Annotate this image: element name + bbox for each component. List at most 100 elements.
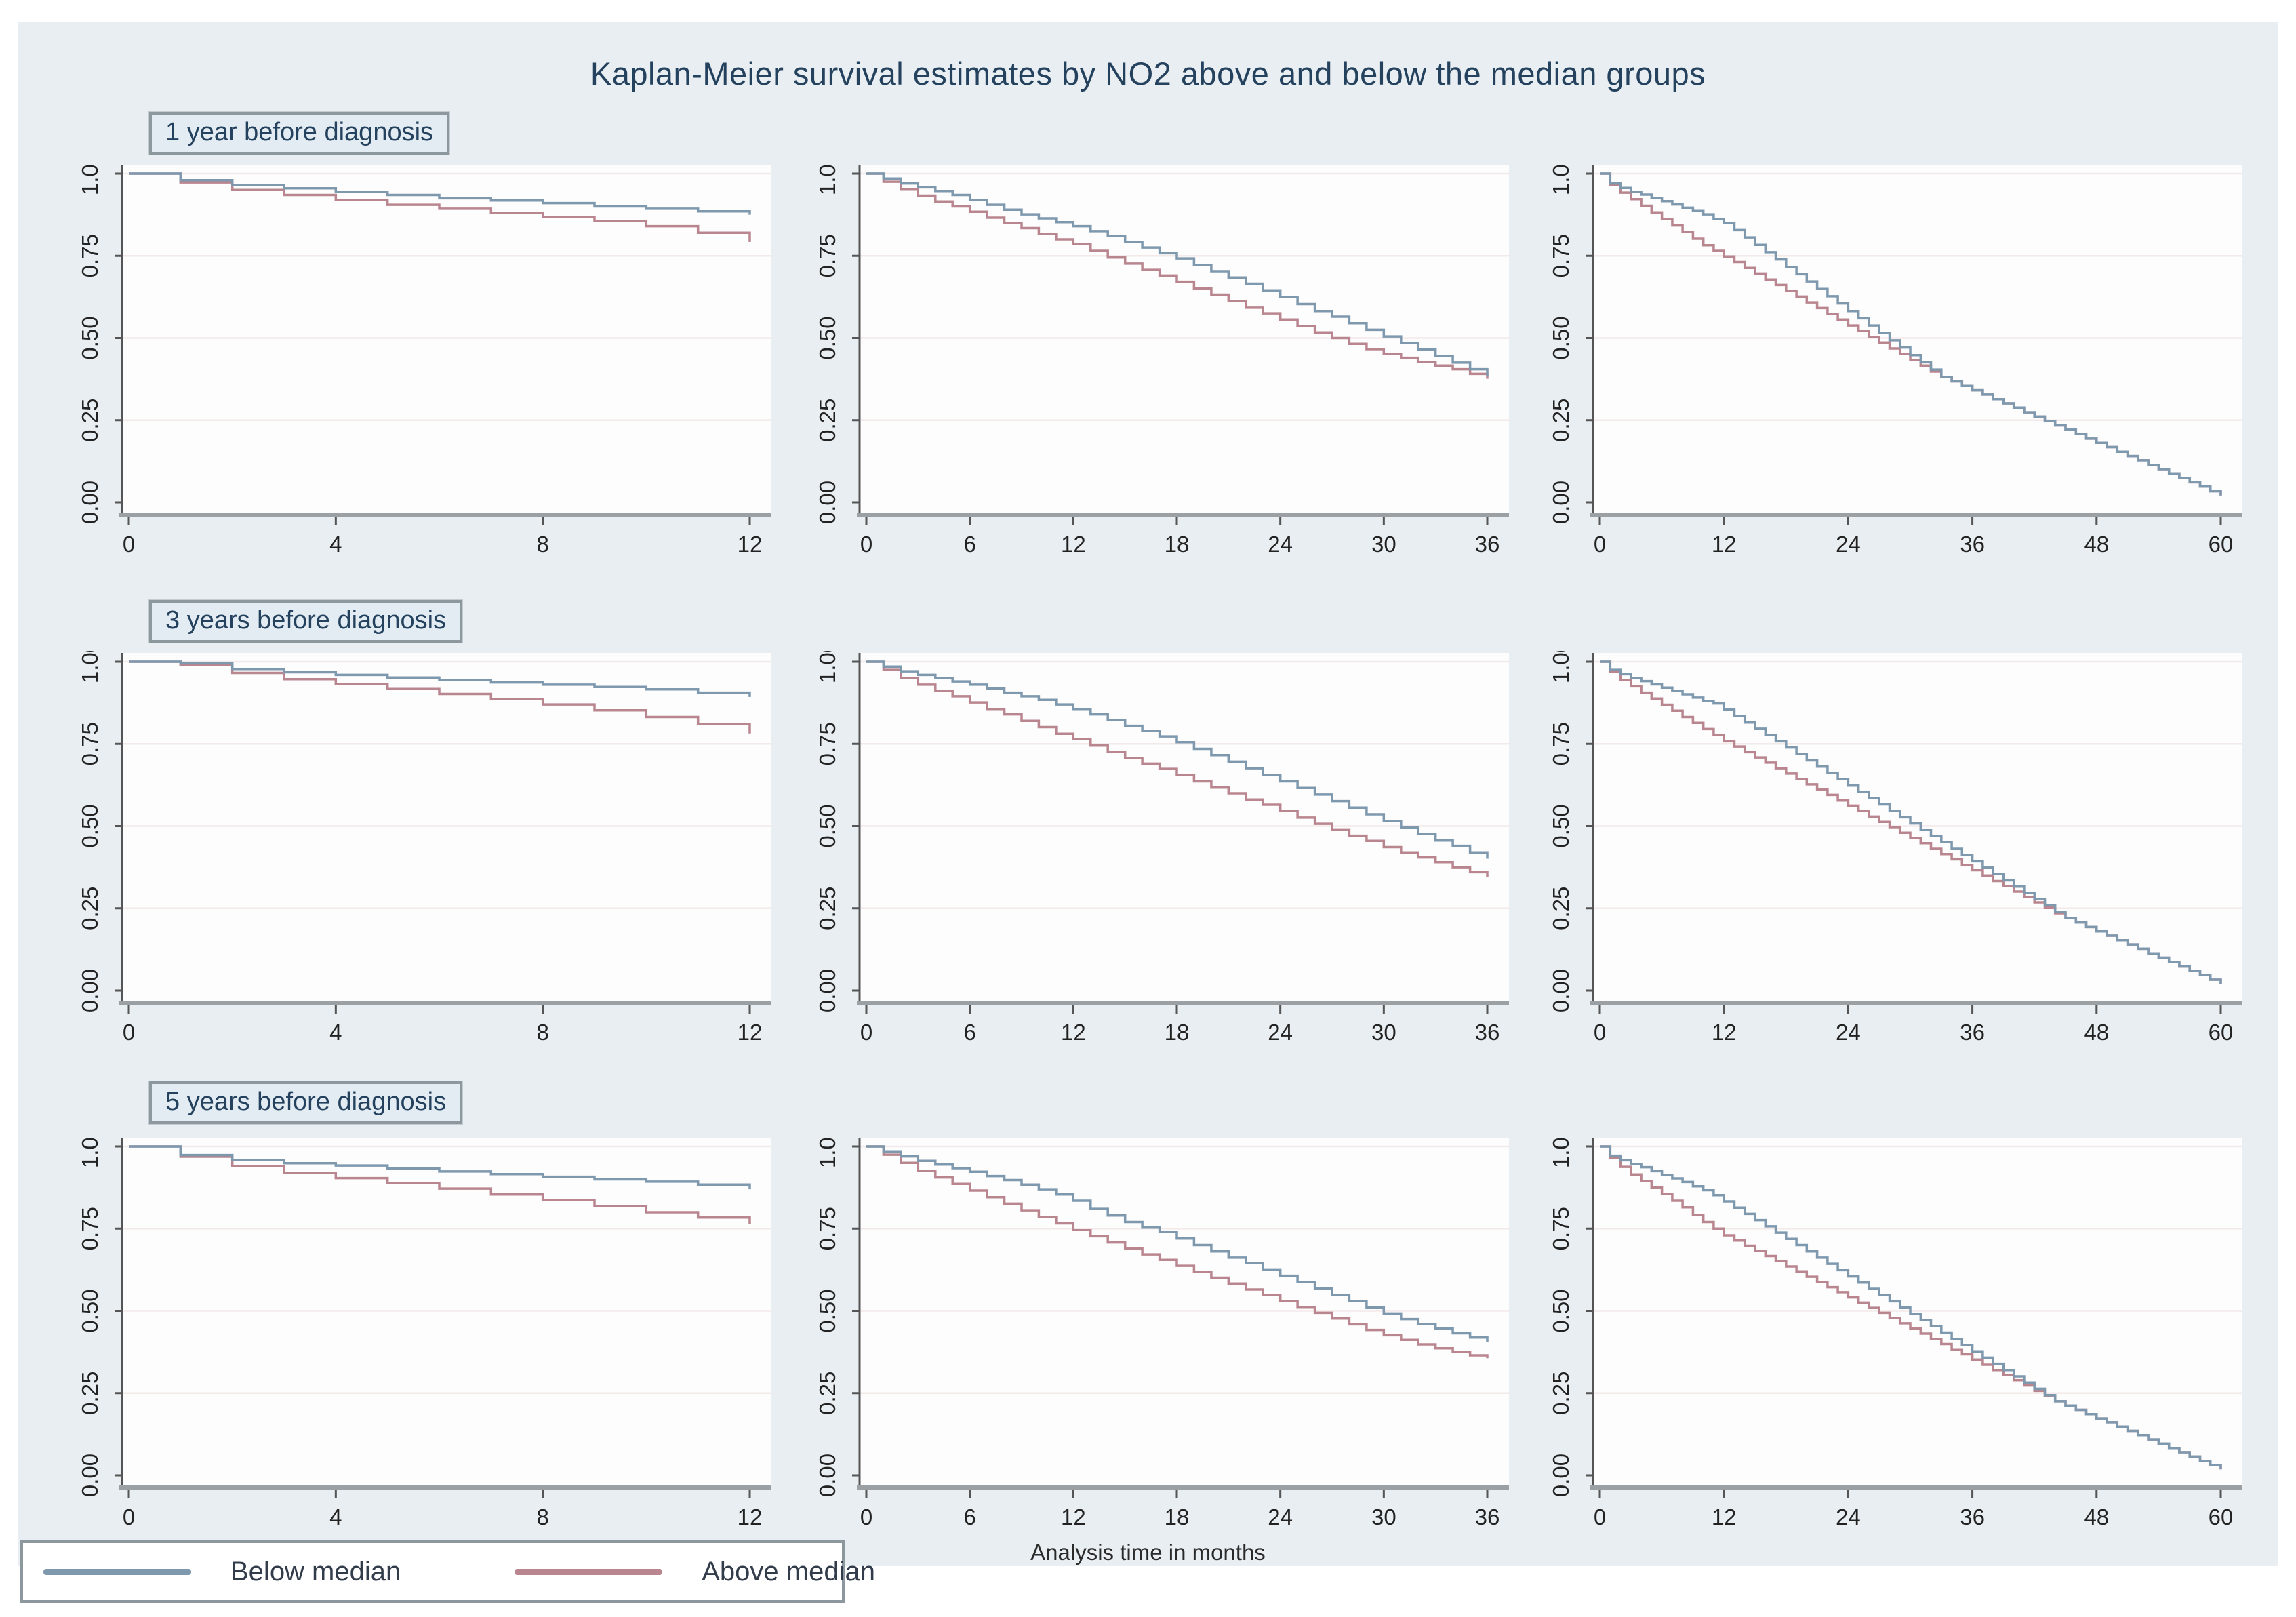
km-panel-svg: 0.00 0.25 0.50 0.75 1.00 0 6 12 18 24 30 36 [815, 152, 1509, 557]
km-panel-row3-col2: 0.00 0.25 0.50 0.75 1.00 0 6 12 18 24 30 36 [797, 1125, 1516, 1554]
km-panel-svg: 0.00 0.25 0.50 0.75 1.00 0 6 12 18 24 30 36 [815, 640, 1509, 1045]
x-tick-label: 60 [2209, 532, 2234, 557]
above-median-curve [866, 1145, 1489, 1359]
above-median-curve [129, 1145, 751, 1224]
x-tick-label: 0 [123, 532, 135, 557]
x-tick-label: 12 [1061, 532, 1086, 557]
y-tick-label: 0.50 [815, 1289, 840, 1332]
y-tick-label: 0.50 [1548, 316, 1573, 359]
below-median-curve [866, 660, 1489, 859]
y-tick-label: 1.00 [1548, 651, 1573, 683]
y-tick-label: 1.00 [1548, 163, 1573, 195]
below-median-curve [1600, 1145, 2222, 1470]
y-tick-label: 0.75 [77, 234, 102, 277]
x-tick-label: 0 [1594, 1504, 1606, 1530]
x-tick-label: 24 [1268, 532, 1293, 557]
x-tick-label: 12 [738, 532, 763, 557]
km-panel-row1-col1: 0.00 0.25 0.50 0.75 1.00 0 4 8 12 [60, 152, 778, 581]
x-tick-label: 18 [1165, 1504, 1190, 1530]
km-panel-svg: 0.00 0.25 0.50 0.75 1.00 0 6 12 18 24 30 36 [815, 1125, 1509, 1530]
km-panel-svg: 0.00 0.25 0.50 0.75 1.00 0 12 24 36 48 60 [1548, 152, 2242, 557]
y-tick-label: 0.50 [77, 804, 102, 847]
row-label: 3 years before diagnosis [149, 600, 463, 643]
plot-area [122, 165, 771, 515]
y-tick-label: 0.00 [77, 481, 102, 524]
km-panel-svg: 0.00 0.25 0.50 0.75 1.00 0 4 8 12 [77, 640, 771, 1045]
x-tick-label: 12 [1712, 1504, 1737, 1530]
y-tick-label: 0.75 [1548, 722, 1573, 765]
x-tick-label: 24 [1268, 1020, 1293, 1045]
km-figure: Kaplan-Meier survival estimates by NO2 a… [18, 22, 2278, 1603]
plot-area [1593, 653, 2242, 1003]
x-tick-label: 12 [1712, 532, 1737, 557]
x-tick-label: 4 [329, 1504, 342, 1530]
below-median-curve [129, 660, 751, 697]
x-tick-label: 24 [1836, 1504, 1861, 1530]
x-tick-label: 12 [1061, 1020, 1086, 1045]
plot-area [122, 653, 771, 1003]
y-tick-label: 0.00 [1548, 969, 1573, 1012]
y-tick-label: 0.50 [815, 316, 840, 359]
y-tick-label: 0.75 [815, 1207, 840, 1250]
y-tick-label: 1.00 [77, 1136, 102, 1168]
plot-area [122, 1138, 771, 1488]
x-tick-label: 8 [536, 532, 548, 557]
y-tick-label: 0.50 [1548, 804, 1573, 847]
x-tick-label: 36 [1960, 532, 1985, 557]
above-median-curve [129, 172, 751, 242]
y-tick-label: 0.50 [77, 1289, 102, 1332]
km-panel-svg: 0.00 0.25 0.50 0.75 1.00 0 12 24 36 48 60 [1548, 1125, 2242, 1530]
row-label: 5 years before diagnosis [149, 1081, 463, 1124]
x-tick-label: 36 [1475, 1504, 1500, 1530]
plot-area [1593, 165, 2242, 515]
row-label: 1 year before diagnosis [149, 112, 450, 155]
x-tick-label: 18 [1165, 1020, 1190, 1045]
y-tick-label: 0.50 [1548, 1289, 1573, 1332]
x-tick-label: 0 [860, 1020, 872, 1045]
chart-title: Kaplan-Meier survival estimates by NO2 a… [590, 56, 1706, 92]
km-panel-row2-col2: 0.00 0.25 0.50 0.75 1.00 0 6 12 18 24 30 36 [797, 640, 1516, 1069]
x-tick-label: 24 [1836, 1020, 1861, 1045]
x-tick-label: 12 [1712, 1020, 1737, 1045]
x-tick-label: 60 [2209, 1020, 2234, 1045]
x-tick-label: 6 [963, 1020, 975, 1045]
y-tick-label: 0.00 [77, 969, 102, 1012]
km-panel-svg: 0.00 0.25 0.50 0.75 1.00 0 4 8 12 [77, 1125, 771, 1530]
x-tick-label: 6 [963, 532, 975, 557]
x-tick-label: 0 [1594, 1020, 1606, 1045]
y-tick-label: 0.25 [77, 399, 102, 442]
below-median-curve [129, 1145, 751, 1190]
x-tick-label: 0 [860, 1504, 872, 1530]
y-tick-label: 1.00 [815, 163, 840, 195]
x-tick-label: 30 [1371, 1020, 1396, 1045]
y-tick-label: 0.75 [77, 1207, 102, 1250]
km-panel-svg: 0.00 0.25 0.50 0.75 1.00 0 4 8 12 [77, 152, 771, 557]
above-median-curve [866, 660, 1489, 877]
km-panel-row1-col2: 0.00 0.25 0.50 0.75 1.00 0 6 12 18 24 30 36 [797, 152, 1516, 581]
y-tick-label: 0.50 [77, 316, 102, 359]
x-tick-label: 0 [860, 532, 872, 557]
x-tick-label: 8 [536, 1020, 548, 1045]
x-tick-label: 60 [2209, 1504, 2234, 1530]
y-tick-label: 0.50 [815, 804, 840, 847]
x-tick-label: 12 [738, 1504, 763, 1530]
y-tick-label: 0.25 [1548, 399, 1573, 442]
x-tick-label: 12 [738, 1020, 763, 1045]
x-tick-label: 18 [1165, 532, 1190, 557]
x-tick-label: 36 [1475, 1020, 1500, 1045]
below-median-curve [1600, 172, 2222, 496]
x-tick-label: 8 [536, 1504, 548, 1530]
x-tick-label: 0 [1594, 532, 1606, 557]
x-tick-label: 24 [1836, 532, 1861, 557]
x-tick-label: 4 [329, 1020, 342, 1045]
x-tick-label: 24 [1268, 1504, 1293, 1530]
km-panel-row2-col3: 0.00 0.25 0.50 0.75 1.00 0 12 24 36 48 60 [1531, 640, 2249, 1069]
x-tick-label: 30 [1371, 1504, 1396, 1530]
x-tick-label: 36 [1960, 1504, 1985, 1530]
legend-label-below: Below median [230, 1556, 401, 1586]
below-median-curve [1600, 660, 2222, 984]
y-tick-label: 0.00 [1548, 481, 1573, 524]
y-tick-label: 0.25 [815, 399, 840, 442]
y-tick-label: 0.00 [815, 1454, 840, 1497]
x-tick-label: 4 [329, 532, 342, 557]
